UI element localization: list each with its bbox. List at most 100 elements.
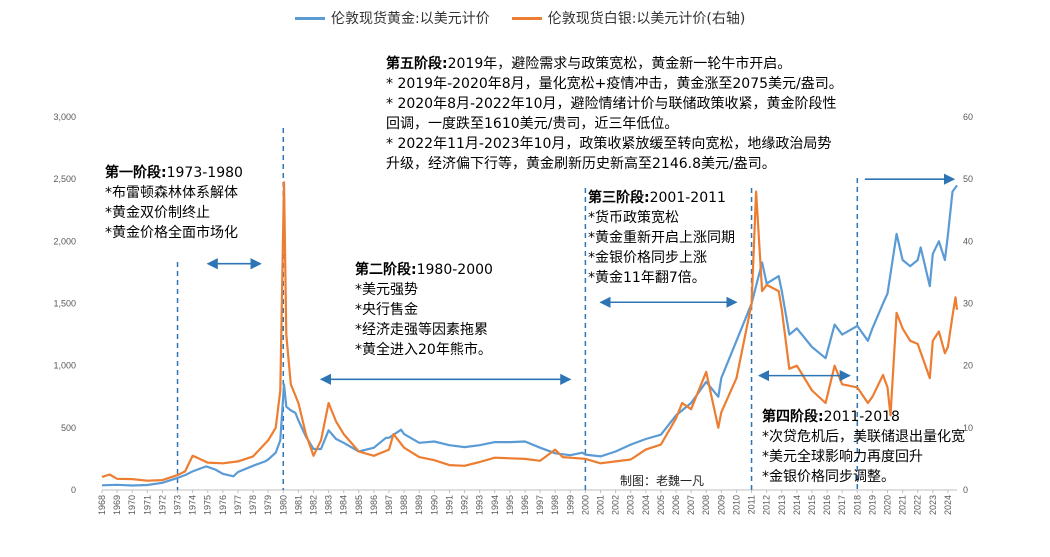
x-tick-label: 2007 bbox=[686, 495, 696, 515]
x-tick-label: 1998 bbox=[550, 495, 560, 515]
x-tick-label: 2022 bbox=[913, 495, 923, 515]
phase1-line: *黄金双价制终止 bbox=[105, 205, 210, 221]
x-tick-label: 2000 bbox=[580, 495, 590, 515]
legend-item-silver: 伦敦现货白银:以美元计价(右轴) bbox=[511, 8, 746, 28]
x-tick-label: 1981 bbox=[293, 495, 303, 515]
phase3-line: *货币政策宽松 bbox=[588, 210, 679, 226]
phase3-annotation: 第三阶段:2001-2011 *货币政策宽松 *黄金重新开启上涨同期 *金银价格… bbox=[588, 188, 735, 288]
x-tick-label: 1979 bbox=[263, 495, 273, 515]
x-tick-label: 1980 bbox=[278, 495, 288, 515]
phase5-annotation: 第五阶段:2019年，避险需求与政策宽松，黄金新一轮牛市开启。 * 2019年-… bbox=[386, 54, 843, 174]
phase5-line: 升级，经济偏下行等，黄金刷新历史新高至2146.8美元/盎司。 bbox=[386, 156, 776, 172]
x-tick-label: 1996 bbox=[520, 495, 530, 515]
y-right-tick-label: 30 bbox=[963, 299, 973, 309]
x-tick-label: 1984 bbox=[339, 495, 349, 515]
phase2-heading: 第二阶段:1980-2000 bbox=[355, 260, 493, 280]
x-tick-label: 2002 bbox=[611, 495, 621, 515]
x-tick-label: 2014 bbox=[792, 495, 802, 515]
phase4-heading: 第四阶段:2011-2018 bbox=[762, 407, 965, 427]
phase3-line: *黄金11年翻7倍。 bbox=[588, 270, 706, 286]
silver-price-line bbox=[101, 181, 959, 482]
phase5-title: 第五阶段: bbox=[386, 56, 448, 72]
phase5-heading: 第五阶段:2019年，避险需求与政策宽松，黄金新一轮牛市开启。 bbox=[386, 54, 843, 74]
x-tick-label: 2008 bbox=[701, 495, 711, 515]
y-right-tick-label: 50 bbox=[963, 174, 973, 184]
x-tick-label: 2006 bbox=[671, 495, 681, 515]
phase1-years: 1973-1980 bbox=[166, 165, 243, 181]
phase2-title: 第二阶段: bbox=[355, 262, 417, 278]
x-tick-label: 1970 bbox=[127, 495, 137, 515]
y-right-tick-label: 0 bbox=[963, 485, 968, 495]
phase2-annotation: 第二阶段:1980-2000 *美元强势 *央行售金 *经济走强等因素拖累 *黄… bbox=[355, 260, 493, 360]
x-tick-label: 1995 bbox=[505, 495, 515, 515]
x-tick-label: 2015 bbox=[807, 495, 817, 515]
x-tick-label: 1987 bbox=[384, 495, 394, 515]
legend-swatch-silver bbox=[511, 16, 542, 20]
x-tick-label: 2001 bbox=[595, 495, 605, 515]
legend-item-gold: 伦敦现货黄金:以美元计价 bbox=[295, 8, 490, 28]
phase4-line: *金银价格同步调整。 bbox=[762, 469, 895, 485]
x-tick-label: 1989 bbox=[414, 495, 424, 515]
phase5-line: * 2022年11月-2023年10月，政策收紧放缓至转向宽松，地缘政治局势 bbox=[386, 136, 832, 152]
x-tick-label: 2010 bbox=[731, 495, 741, 515]
x-tick-label: 1972 bbox=[157, 495, 167, 515]
x-tick-label: 1975 bbox=[203, 495, 213, 515]
x-tick-label: 1997 bbox=[535, 495, 545, 515]
phase4-line: *次贷危机后，美联储退出量化宽 bbox=[762, 429, 965, 445]
x-tick-label: 2021 bbox=[898, 495, 908, 515]
x-tick-label: 1974 bbox=[188, 495, 198, 515]
phase3-line: *金银价格同步上涨 bbox=[588, 250, 707, 266]
x-tick-label: 1985 bbox=[354, 495, 364, 515]
x-tick-label: 2005 bbox=[656, 495, 666, 515]
phase5-summary: 2019年，避险需求与政策宽松，黄金新一轮牛市开启。 bbox=[447, 56, 792, 72]
legend-label-gold: 伦敦现货黄金:以美元计价 bbox=[331, 11, 490, 27]
x-tick-label: 1973 bbox=[173, 495, 183, 515]
x-tick-label: 2004 bbox=[641, 495, 651, 515]
legend-label-silver: 伦敦现货白银:以美元计价(右轴) bbox=[547, 11, 746, 27]
phase1-title: 第一阶段: bbox=[105, 165, 167, 181]
phase3-years: 2001-2011 bbox=[649, 190, 726, 206]
x-tick-label: 2011 bbox=[747, 495, 757, 514]
x-tick-label: 1986 bbox=[369, 495, 379, 515]
x-tick-label: 2009 bbox=[716, 495, 726, 515]
x-tick-label: 2020 bbox=[883, 495, 893, 515]
x-tick-label: 1977 bbox=[233, 495, 243, 515]
x-tick-label: 1969 bbox=[112, 495, 122, 515]
x-tick-label: 1982 bbox=[308, 495, 318, 515]
x-tick-label: 1994 bbox=[490, 495, 500, 515]
phase1-heading: 第一阶段:1973-1980 bbox=[105, 163, 243, 183]
phase4-line: *美元全球影响力再度回升 bbox=[762, 449, 923, 465]
phase1-line: *布雷顿森林体系解体 bbox=[105, 185, 238, 201]
y-right-tick-label: 60 bbox=[963, 112, 973, 122]
y-right-tick-label: 20 bbox=[963, 361, 973, 371]
y-right-tick-label: 40 bbox=[963, 236, 973, 246]
x-tick-label: 2012 bbox=[762, 495, 772, 515]
y-left-tick-label: 2,500 bbox=[53, 174, 76, 184]
x-tick-label: 1971 bbox=[142, 495, 152, 515]
x-tick-label: 1983 bbox=[324, 495, 334, 515]
x-tick-label: 1992 bbox=[460, 495, 470, 515]
phase2-years: 1980-2000 bbox=[416, 262, 493, 278]
x-tick-label: 1988 bbox=[399, 495, 409, 515]
chart-legend: 伦敦现货黄金:以美元计价 伦敦现货白银:以美元计价(右轴) bbox=[295, 8, 767, 28]
x-tick-label: 2018 bbox=[852, 495, 862, 515]
phase2-line: *黄全进入20年熊市。 bbox=[355, 342, 492, 358]
phase2-line: *经济走强等因素拖累 bbox=[355, 322, 488, 338]
phase4-annotation: 第四阶段:2011-2018 *次贷危机后，美联储退出量化宽 *美元全球影响力再… bbox=[762, 407, 965, 487]
x-tick-label: 1976 bbox=[218, 495, 228, 515]
x-tick-label: 2023 bbox=[928, 495, 938, 515]
y-left-tick-label: 0 bbox=[71, 485, 76, 495]
x-tick-label: 2013 bbox=[777, 495, 787, 515]
phase3-heading: 第三阶段:2001-2011 bbox=[588, 188, 735, 208]
x-tick-label: 1978 bbox=[248, 495, 258, 515]
phase4-title: 第四阶段: bbox=[762, 409, 824, 425]
phase5-line: * 2020年8月-2022年10月，避险情绪计价与联储政策收紧，黄金阶段性 bbox=[386, 96, 837, 112]
x-tick-label: 2019 bbox=[867, 495, 877, 515]
phase2-line: *央行售金 bbox=[355, 302, 418, 318]
y-right-tick-label: 10 bbox=[963, 423, 973, 433]
phase2-line: *美元强势 bbox=[355, 282, 418, 298]
chart-credit: 制图：老魏一凡 bbox=[620, 474, 705, 488]
x-tick-label: 1991 bbox=[444, 495, 454, 515]
phase3-line: *黄金重新开启上涨同期 bbox=[588, 230, 735, 246]
legend-swatch-gold bbox=[295, 16, 325, 20]
